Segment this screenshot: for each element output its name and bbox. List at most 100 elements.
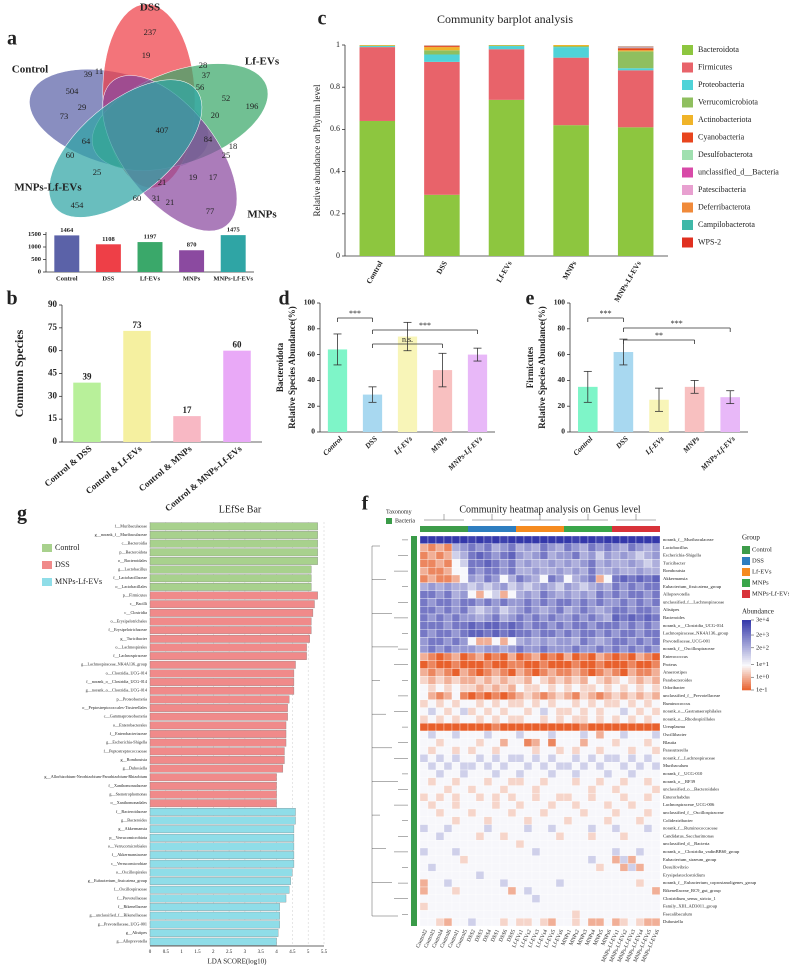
heatmap-cell xyxy=(643,730,653,739)
heatmap-cell xyxy=(603,777,613,786)
heatmap-cell xyxy=(419,699,429,708)
heatmap-cell xyxy=(427,535,437,544)
heatmap-cell xyxy=(419,871,429,880)
heatmap-cell xyxy=(635,668,645,677)
heatmap-cell xyxy=(435,902,445,911)
x-tick-label: 1.5 xyxy=(194,950,201,955)
heatmap-cell xyxy=(547,730,557,739)
heatmap-cell xyxy=(595,606,605,615)
heatmap-cell xyxy=(651,621,661,630)
heatmap-cell xyxy=(611,606,621,615)
bar xyxy=(149,643,307,652)
heatmap-cell xyxy=(451,816,461,825)
heatmap-cell xyxy=(451,832,461,841)
heatmap-cell xyxy=(579,559,589,568)
heatmap-cell xyxy=(539,723,549,732)
heatmap-cell xyxy=(523,801,533,810)
heatmap-cell xyxy=(619,606,629,615)
heatmap-cell xyxy=(595,902,605,911)
heatmap-cell xyxy=(635,801,645,810)
heatmap-cell xyxy=(587,637,597,646)
x-tick-label: MNPs-Lf-EVs xyxy=(612,259,643,303)
bar-segment xyxy=(359,120,396,257)
heatmap-cell xyxy=(547,808,557,817)
heatmap-cell xyxy=(419,902,429,911)
heatmap-cell xyxy=(507,801,517,810)
heatmap-cell xyxy=(595,730,605,739)
heatmap-cell xyxy=(563,910,573,919)
heatmap-cell xyxy=(555,777,565,786)
heatmap-cell xyxy=(595,574,605,583)
heatmap-cell xyxy=(563,707,573,716)
bar xyxy=(432,370,453,432)
heatmap-cell xyxy=(619,894,629,903)
heatmap-cell xyxy=(539,606,549,615)
heatmap-cell xyxy=(499,606,509,615)
heatmap-cell xyxy=(579,894,589,903)
heatmap-cell xyxy=(539,629,549,638)
heatmap-cell xyxy=(531,691,541,700)
row-label: Lachnospiraceae_NK4A136_group xyxy=(663,631,729,636)
row-label: Bacteroides xyxy=(663,615,685,620)
heatmap-cell xyxy=(547,699,557,708)
row-label: Alistipes xyxy=(663,607,680,612)
heatmap-cell xyxy=(451,559,461,568)
heatmap-cell xyxy=(459,535,469,544)
heatmap-cell xyxy=(635,918,645,927)
scale-step xyxy=(742,652,751,655)
bar xyxy=(149,747,285,756)
heatmap-cell xyxy=(475,582,485,591)
heatmap-cell xyxy=(475,855,485,864)
heatmap-cell xyxy=(627,863,637,872)
column-label: DSS2 xyxy=(466,929,477,943)
heatmap-cell xyxy=(547,551,557,560)
venn-count: 77 xyxy=(206,206,215,216)
heatmap-cell xyxy=(515,730,525,739)
heatmap-cell xyxy=(427,847,437,856)
heatmap-cell xyxy=(603,668,613,677)
heatmap-cell xyxy=(443,629,453,638)
heatmap-cell xyxy=(419,606,429,615)
heatmap-cell xyxy=(595,777,605,786)
heatmap-cell xyxy=(547,832,557,841)
heatmap-cell xyxy=(467,684,477,693)
heatmap-cell xyxy=(539,738,549,747)
heatmap-cell xyxy=(515,684,525,693)
heatmap-cell xyxy=(563,808,573,817)
venn-set xyxy=(48,79,203,218)
legend-label: Bacteroidota xyxy=(698,45,739,54)
legend-swatch xyxy=(386,518,392,524)
heatmap-cell xyxy=(539,769,549,778)
heatmap-cell xyxy=(435,582,445,591)
heatmap-cell xyxy=(435,652,445,661)
heatmap-cell xyxy=(651,871,661,880)
heatmap-cell xyxy=(531,567,541,576)
heatmap-cell xyxy=(643,567,653,576)
legend-label: Verrucomicrobiota xyxy=(698,97,758,106)
heatmap-cell xyxy=(483,910,493,919)
heatmap-cell xyxy=(475,660,485,669)
scale-step xyxy=(742,678,751,681)
bar xyxy=(173,416,201,442)
heatmap-cell xyxy=(419,886,429,895)
legend-swatch xyxy=(682,97,693,108)
heatmap-cell xyxy=(619,715,629,724)
heatmap-cell xyxy=(507,613,517,622)
legend-title: Group xyxy=(742,534,760,542)
heatmap-cell xyxy=(523,613,533,622)
heatmap-cell xyxy=(555,879,565,888)
heatmap-cell xyxy=(619,676,629,685)
heatmap-cell xyxy=(627,715,637,724)
heatmap-cell xyxy=(507,894,517,903)
legend-swatch xyxy=(682,132,693,143)
bar xyxy=(149,626,312,635)
heatmap-cell xyxy=(531,785,541,794)
heatmap-cell xyxy=(427,574,437,583)
heatmap-cell xyxy=(499,863,509,872)
scale-step xyxy=(742,664,751,667)
x-tick-label: Lf-EVs xyxy=(140,275,161,282)
heatmap-cell xyxy=(523,871,533,880)
heatmap-cell xyxy=(611,551,621,560)
heatmap-cell xyxy=(507,660,517,669)
row-label: Akkermansia xyxy=(663,576,688,581)
